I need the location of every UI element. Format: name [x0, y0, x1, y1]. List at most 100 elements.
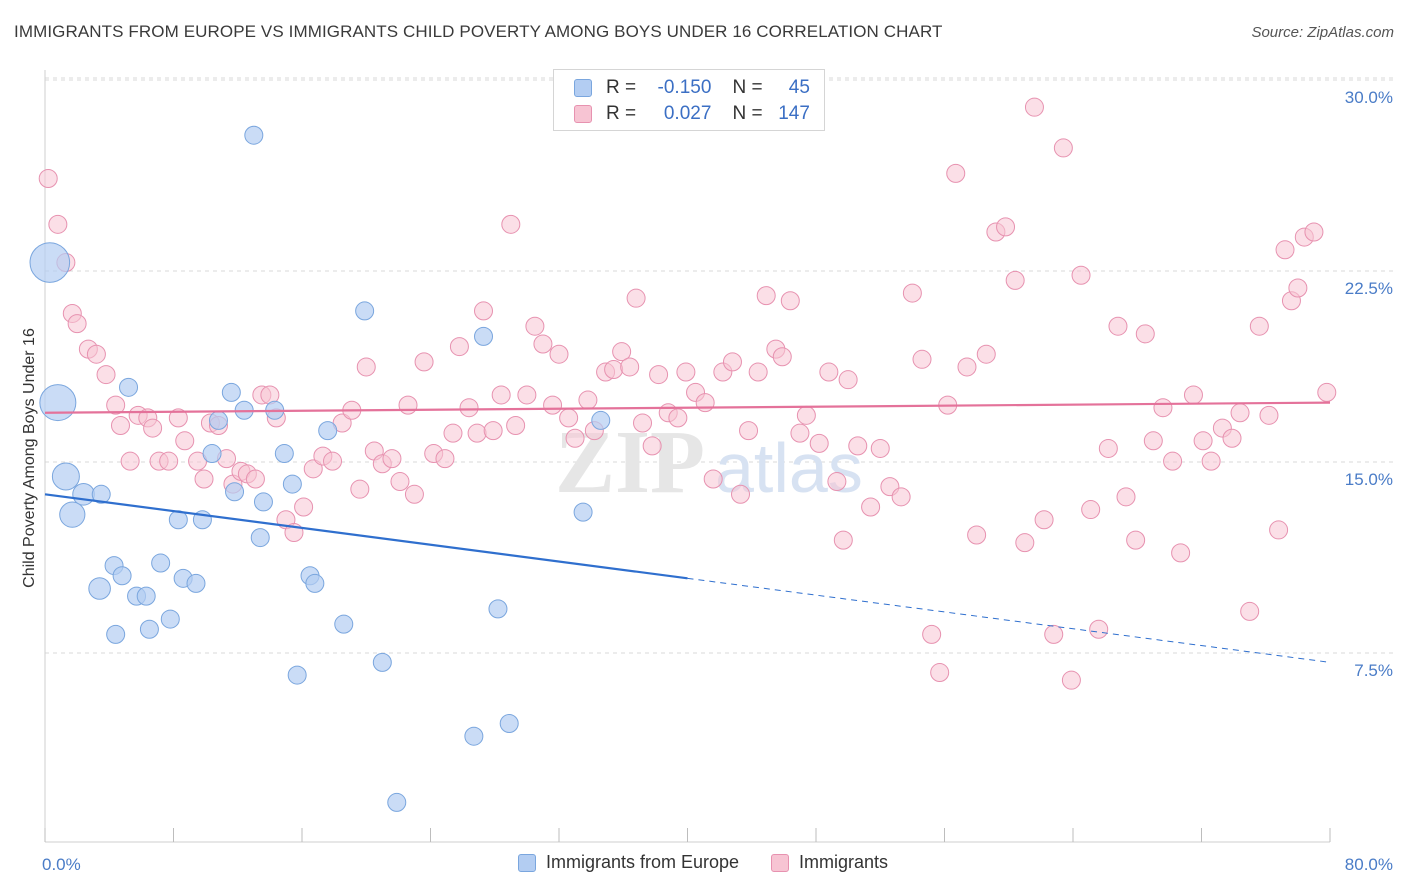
legend-r-label: R = [606, 103, 637, 124]
immigrants-point [967, 525, 987, 545]
immigrants-point [676, 362, 696, 382]
immigrants-point [120, 451, 140, 471]
immigrants-point [1071, 265, 1091, 285]
europe-point [59, 501, 86, 528]
immigrants-point [827, 472, 847, 492]
europe-point [221, 382, 241, 402]
immigrants-point [1116, 487, 1136, 507]
immigrants-point [870, 438, 890, 458]
immigrants-point [1034, 510, 1054, 530]
immigrants-point [501, 214, 521, 234]
immigrants-point [976, 344, 996, 364]
europe-point [372, 652, 392, 672]
immigrants-point [110, 416, 130, 436]
immigrants-point [38, 168, 58, 188]
immigrants-point [1275, 240, 1295, 260]
immigrants-point [930, 663, 950, 683]
legend-item-immigrants[interactable]: Immigrants [771, 852, 888, 873]
immigrants-point [780, 291, 800, 311]
immigrants-point [861, 497, 881, 517]
europe-point [573, 502, 593, 522]
y-tick-label: 7.5% [1354, 661, 1393, 680]
europe-point [51, 462, 80, 491]
europe-point [225, 482, 245, 502]
immigrants-point [796, 405, 816, 425]
immigrants-point [390, 472, 410, 492]
immigrants-point [1230, 403, 1250, 423]
immigrants-point [414, 352, 434, 372]
immigrants-point [449, 337, 469, 357]
europe-point [160, 609, 180, 629]
source-label: Source: ZipAtlas.com [1251, 24, 1394, 41]
europe-trend-extension [687, 577, 1331, 663]
europe-point [355, 301, 375, 321]
immigrants-point [517, 385, 537, 405]
immigrants-point [902, 283, 922, 303]
europe-point [39, 384, 77, 422]
immigrants-point [642, 436, 662, 456]
immigrants-point [922, 624, 942, 644]
immigrants-point [626, 288, 646, 308]
europe-point [151, 553, 171, 573]
legend-n-value: 147 [778, 103, 810, 124]
immigrants-point [1171, 543, 1191, 563]
immigrants-point [323, 451, 343, 471]
immigrants-point [543, 395, 563, 415]
immigrants-point [620, 357, 640, 377]
immigrants-point [294, 497, 314, 517]
immigrants-point [1222, 428, 1242, 448]
europe-point [136, 586, 156, 606]
immigrants-point [1304, 222, 1324, 242]
immigrants-point [957, 357, 977, 377]
y-tick-label: 15.0% [1345, 470, 1393, 489]
immigrants-point [739, 421, 759, 441]
y-tick-label: 22.5% [1345, 279, 1393, 298]
immigrants-point [1053, 138, 1073, 158]
immigrants-point [633, 413, 653, 433]
immigrants-point [1044, 624, 1064, 644]
immigrants-point [1108, 316, 1128, 336]
series-legend: Immigrants from Europe Immigrants [0, 852, 1406, 873]
immigrants-point [1005, 270, 1025, 290]
immigrants-point [731, 484, 751, 504]
immigrants-point [604, 359, 624, 379]
europe-point [202, 444, 222, 464]
x-tick-label-min: 0.0% [42, 855, 81, 874]
europe-point [186, 573, 206, 593]
immigrants-point [1183, 385, 1203, 405]
immigrants-point [245, 469, 265, 489]
immigrants-point [722, 352, 742, 372]
immigrants-point [1143, 431, 1163, 451]
immigrants-point [1201, 451, 1221, 471]
immigrants-point [398, 395, 418, 415]
y-tick-label: 30.0% [1345, 88, 1393, 107]
immigrants-point [1288, 278, 1308, 298]
legend-n-value: 45 [788, 77, 810, 98]
immigrants-point [483, 421, 503, 441]
immigrants-point [559, 408, 579, 428]
immigrants-point [703, 469, 723, 489]
immigrants-point [1317, 382, 1337, 402]
immigrants-point [1259, 405, 1279, 425]
europe-legend-swatch [517, 853, 536, 872]
immigrants-point [1061, 670, 1081, 690]
europe-point [29, 242, 71, 283]
immigrants-point [819, 362, 839, 382]
legend-row-immigrants: R = 0.027 N = 147 [574, 102, 810, 126]
immigrants-point [443, 423, 463, 443]
immigrants-point [1153, 398, 1173, 418]
immigrants-point [772, 347, 792, 367]
immigrants-point [168, 408, 188, 428]
immigrants-point [1126, 530, 1146, 550]
immigrants-point [578, 390, 598, 410]
immigrants-point [506, 416, 526, 436]
europe-point [112, 566, 132, 586]
europe-point [591, 410, 611, 430]
immigrants-point [996, 217, 1016, 237]
europe-point [91, 484, 111, 504]
immigrants-point [382, 449, 402, 469]
immigrants-point [790, 423, 810, 443]
europe-point [499, 713, 519, 733]
legend-item-europe[interactable]: Immigrants from Europe [517, 852, 739, 873]
immigrants-point [1089, 619, 1109, 639]
